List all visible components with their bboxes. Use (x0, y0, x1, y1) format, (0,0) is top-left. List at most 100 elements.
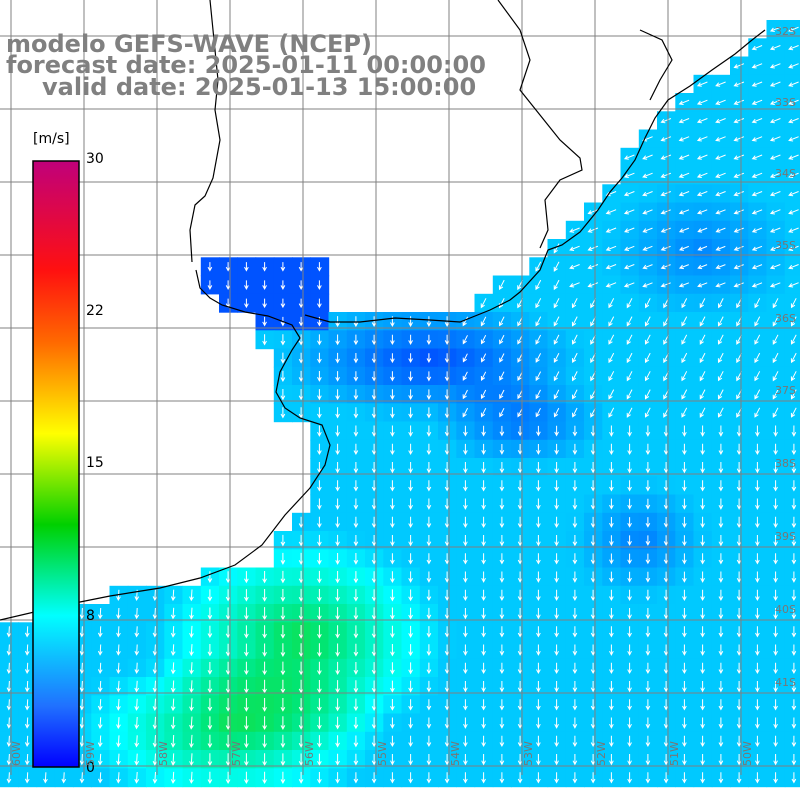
wind-arrow (24, 662, 30, 675)
wind-arrow (390, 754, 395, 766)
wind-arrow (626, 407, 633, 418)
wind-arrow (751, 63, 763, 69)
wind-arrow (645, 754, 651, 766)
wind-arrow (426, 353, 432, 363)
wind-arrow (353, 371, 359, 382)
wind-arrow (554, 699, 559, 711)
wind-arrow (718, 498, 724, 510)
wind-arrow (6, 753, 12, 766)
wind-arrow (317, 480, 322, 492)
wind-cell (730, 184, 749, 204)
wind-arrow (626, 334, 633, 345)
wind-cell (711, 184, 731, 204)
wind-arrow (463, 662, 468, 675)
wind-arrow (390, 699, 395, 711)
wind-arrow (553, 316, 560, 327)
wind-arrow (569, 264, 580, 270)
wind-arrow (225, 625, 231, 639)
wind-arrow (645, 535, 651, 546)
wind-arrow (736, 498, 742, 510)
wind-arrow (682, 754, 687, 766)
wind-arrow (536, 589, 541, 602)
wind-arrow (572, 589, 578, 602)
wind-cell (784, 768, 800, 788)
wind-arrow (444, 626, 450, 638)
wind-arrow (554, 462, 559, 474)
wind-arrow (463, 681, 468, 693)
wind-arrow (317, 698, 322, 712)
wind-arrow (717, 352, 724, 364)
wind-arrow (225, 771, 231, 785)
wind-arrow (660, 172, 672, 178)
lat-label: 41S (775, 676, 796, 689)
wind-arrow (317, 625, 322, 639)
wind-arrow (682, 662, 687, 675)
wind-arrow (718, 699, 724, 711)
wind-arrow (609, 553, 614, 565)
wind-arrow (682, 480, 687, 492)
wind-arrow (751, 245, 763, 251)
wind-arrow (682, 589, 687, 602)
wind-arrow (480, 334, 487, 345)
wind-arrow (371, 462, 377, 474)
wind-arrow (134, 771, 140, 784)
wind-arrow (517, 699, 523, 711)
wind-arrow (97, 662, 103, 675)
wind-arrow (426, 607, 432, 620)
wind-arrow (772, 298, 779, 309)
wind-arrow (317, 570, 322, 584)
wind-arrow (700, 735, 705, 748)
wind-arrow (463, 735, 468, 748)
wind-arrow (499, 626, 505, 638)
wind-arrow (627, 662, 632, 675)
wind-arrow (751, 81, 763, 87)
wind-arrow (627, 462, 632, 474)
wind-arrow (462, 353, 468, 363)
wind-arrow (678, 264, 689, 270)
wind-arrow (536, 754, 541, 766)
wind-arrow (733, 264, 744, 270)
wind-arrow (462, 371, 468, 381)
wind-arrow (769, 282, 781, 288)
wind-arrow (170, 753, 176, 766)
wind-arrow (663, 535, 669, 546)
wind-arrow (773, 699, 778, 711)
wind-arrow (553, 371, 560, 382)
wind-arrow (408, 662, 413, 675)
wind-arrow (536, 717, 541, 729)
wind-arrow (663, 462, 669, 474)
wind-cell (693, 184, 713, 204)
wind-cell (711, 403, 731, 423)
wind-arrow (317, 589, 322, 602)
wind-arrow (481, 535, 486, 547)
wind-arrow (663, 717, 669, 729)
wind-arrow (408, 680, 413, 693)
wind-arrow (444, 407, 450, 419)
wind-arrow (6, 772, 12, 784)
wind-arrow (408, 553, 413, 565)
wind-arrow (663, 480, 669, 492)
wind-arrow (335, 589, 340, 602)
wind-arrow (317, 753, 322, 766)
wind-arrow (535, 371, 542, 382)
wind-arrow (755, 662, 760, 675)
wind-arrow (663, 498, 669, 510)
wind-arrow (608, 407, 615, 418)
wind-arrow (788, 26, 799, 32)
wind-arrow (463, 644, 468, 656)
wind-arrow (587, 282, 599, 288)
lat-label: 36S (775, 312, 796, 325)
wind-arrow (554, 772, 559, 784)
wind-arrow (535, 279, 542, 291)
wind-arrow (225, 589, 231, 602)
wind-arrow (499, 681, 505, 693)
wind-arrow (189, 644, 194, 657)
wind-cell (766, 220, 786, 240)
wind-arrow (773, 571, 778, 583)
wind-cell (784, 403, 800, 423)
wind-arrow (733, 245, 744, 251)
wind-arrow (791, 754, 797, 766)
wind-arrow (79, 735, 85, 748)
wind-arrow (554, 662, 559, 675)
